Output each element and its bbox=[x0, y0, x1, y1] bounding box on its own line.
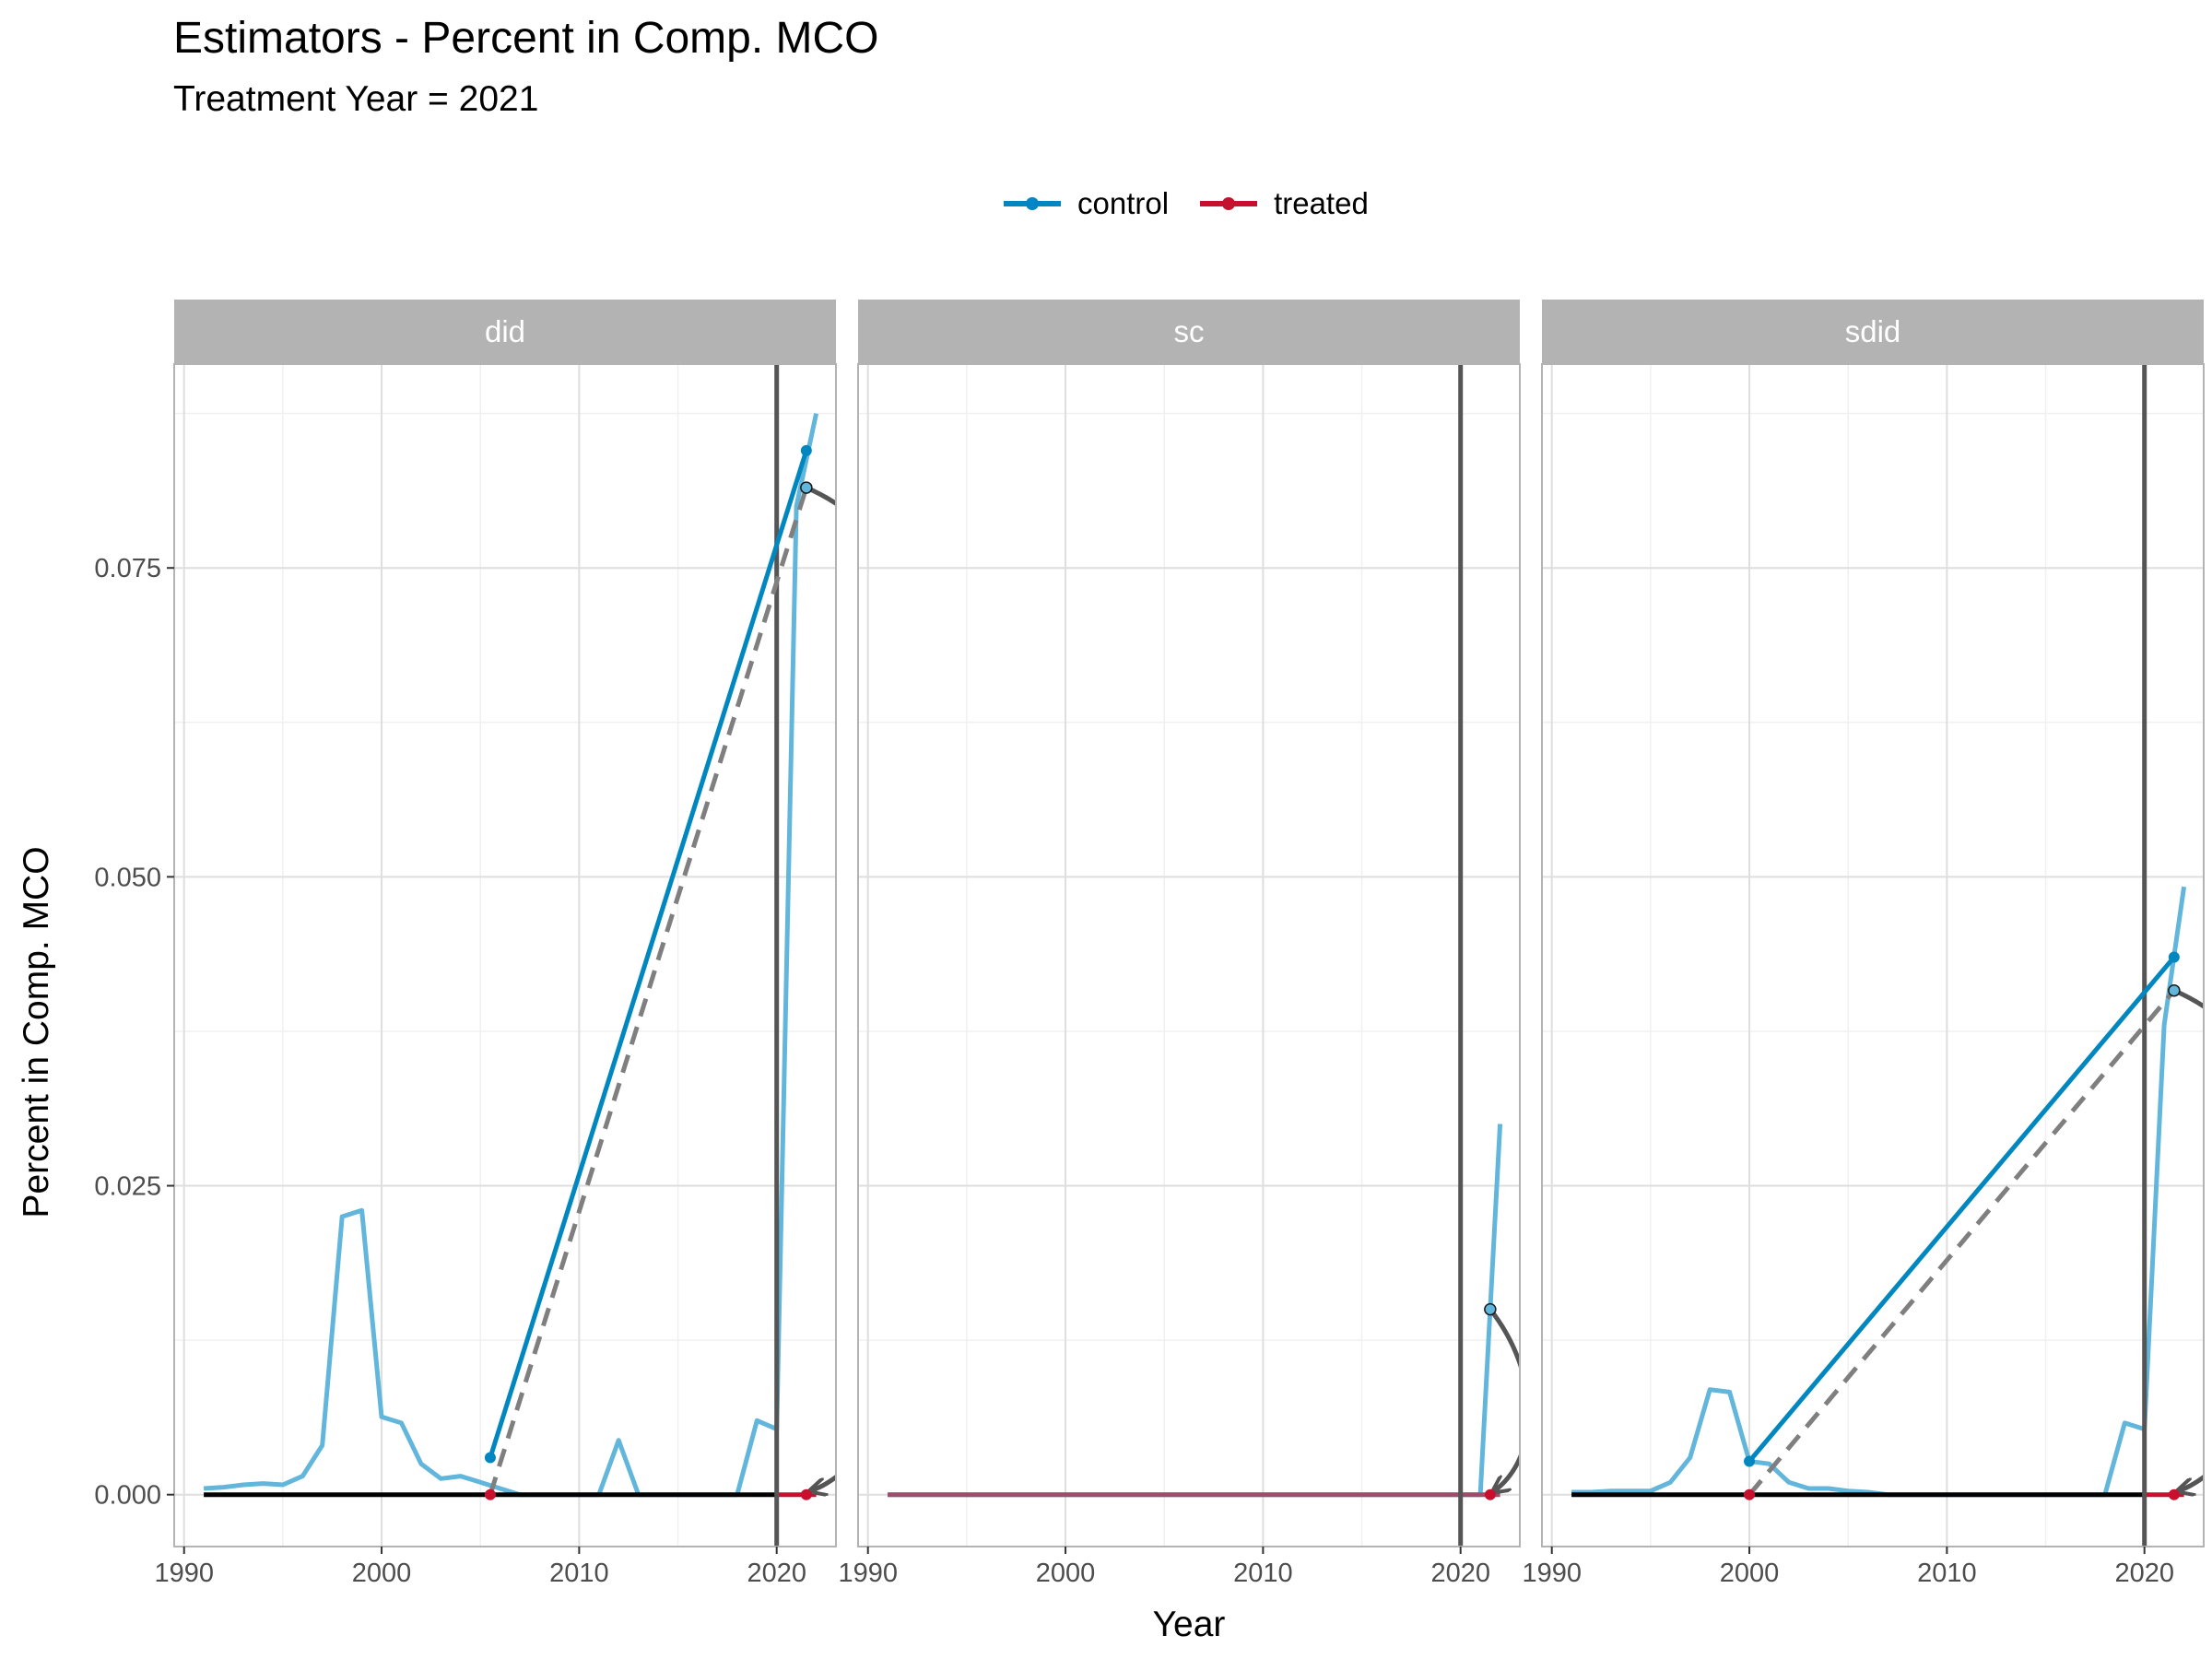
legend-item-control: control bbox=[1000, 185, 1169, 222]
x-tick-label: 2020 bbox=[747, 1559, 806, 1588]
control-post-point bbox=[800, 444, 812, 456]
counterfactual-point bbox=[2168, 983, 2181, 997]
x-tick-label: 2000 bbox=[1720, 1559, 1780, 1588]
x-tick-label: 2000 bbox=[1036, 1559, 1096, 1588]
effect-arc bbox=[805, 485, 836, 507]
chart-title: Estimators - Percent in Comp. MCO bbox=[173, 14, 879, 63]
control-post-point bbox=[2168, 951, 2180, 963]
panel-sdid: sdid 1990 2000 2010 2020 bbox=[1522, 300, 2205, 1588]
effect-arrow bbox=[1490, 1308, 1520, 1492]
treated-post-point bbox=[1484, 1488, 1496, 1500]
panel-data-sdid bbox=[1571, 364, 2204, 1547]
panel-border bbox=[857, 363, 1521, 1547]
counterfactual-point bbox=[800, 481, 813, 494]
x-tick-label: 2000 bbox=[352, 1559, 412, 1588]
control-estimator-line bbox=[1747, 955, 2176, 1464]
legend-key-treated bbox=[1200, 197, 1258, 210]
control-estimator-line bbox=[488, 450, 809, 1459]
panel-background bbox=[858, 364, 1520, 1547]
x-tick-label: 2010 bbox=[549, 1559, 609, 1588]
y-tick-label: 0.025 bbox=[94, 1172, 161, 1202]
facet-label-sdid: sdid bbox=[1845, 314, 1901, 348]
chart-subtitle: Treatment Year = 2021 bbox=[173, 79, 539, 119]
treated-post-point bbox=[800, 1488, 812, 1500]
control-pre-point bbox=[484, 1452, 496, 1464]
legend-label-control: control bbox=[1077, 186, 1170, 220]
effect-arrow bbox=[2178, 1474, 2204, 1491]
x-tick-label: 2010 bbox=[1233, 1559, 1293, 1588]
y-axis-title: Percent in Comp. MCO bbox=[17, 846, 56, 1218]
panel-border bbox=[1541, 363, 2205, 1547]
counterfactual-dashed-line bbox=[1747, 989, 2176, 1497]
x-tick-label: 2020 bbox=[2114, 1559, 2174, 1588]
legend: control treated bbox=[1000, 181, 1396, 227]
panel-border bbox=[173, 363, 837, 1547]
panel-background bbox=[174, 364, 836, 1547]
facet-strip-did bbox=[174, 300, 836, 364]
effect-arrow bbox=[810, 1474, 836, 1491]
panel-background bbox=[1542, 364, 2204, 1547]
y-tick-label: 0.000 bbox=[94, 1481, 161, 1511]
x-tick-label: 1990 bbox=[1522, 1559, 1582, 1588]
y-tick-label: 0.075 bbox=[94, 554, 161, 583]
control-pre-point bbox=[1744, 1455, 1756, 1467]
treated-pre-point bbox=[484, 1488, 496, 1500]
panel-data-sc bbox=[888, 364, 1520, 1547]
facet-label-did: did bbox=[485, 314, 525, 348]
x-axis-title: Year bbox=[1153, 1605, 1226, 1644]
panel-sc: sc 1990 2000 2010 2020 bbox=[838, 300, 1521, 1588]
treated-pre-point bbox=[1744, 1488, 1756, 1500]
legend-key-control bbox=[1004, 197, 1061, 210]
x-tick-label: 2010 bbox=[1917, 1559, 1977, 1588]
counterfactual-point bbox=[1484, 1302, 1497, 1316]
x-tick-label: 2020 bbox=[1430, 1559, 1490, 1588]
facet-strip-sc bbox=[858, 300, 1520, 364]
treated-post-point bbox=[2168, 1488, 2180, 1500]
x-tick-label: 1990 bbox=[154, 1559, 214, 1588]
legend-item-treated: treated bbox=[1196, 185, 1369, 222]
facet-strip-sdid bbox=[1542, 300, 2204, 364]
x-tick-label: 1990 bbox=[838, 1559, 898, 1588]
panel-did: did 1990 2000 2010 2020 0.000 0.025 0.050 0.075 bbox=[94, 300, 837, 1588]
effect-arc bbox=[2172, 988, 2204, 1009]
facet-label-sc: sc bbox=[1174, 314, 1205, 348]
panel-data-did bbox=[203, 364, 836, 1547]
legend-label-treated: treated bbox=[1274, 186, 1369, 220]
y-tick-label: 0.050 bbox=[94, 863, 161, 892]
